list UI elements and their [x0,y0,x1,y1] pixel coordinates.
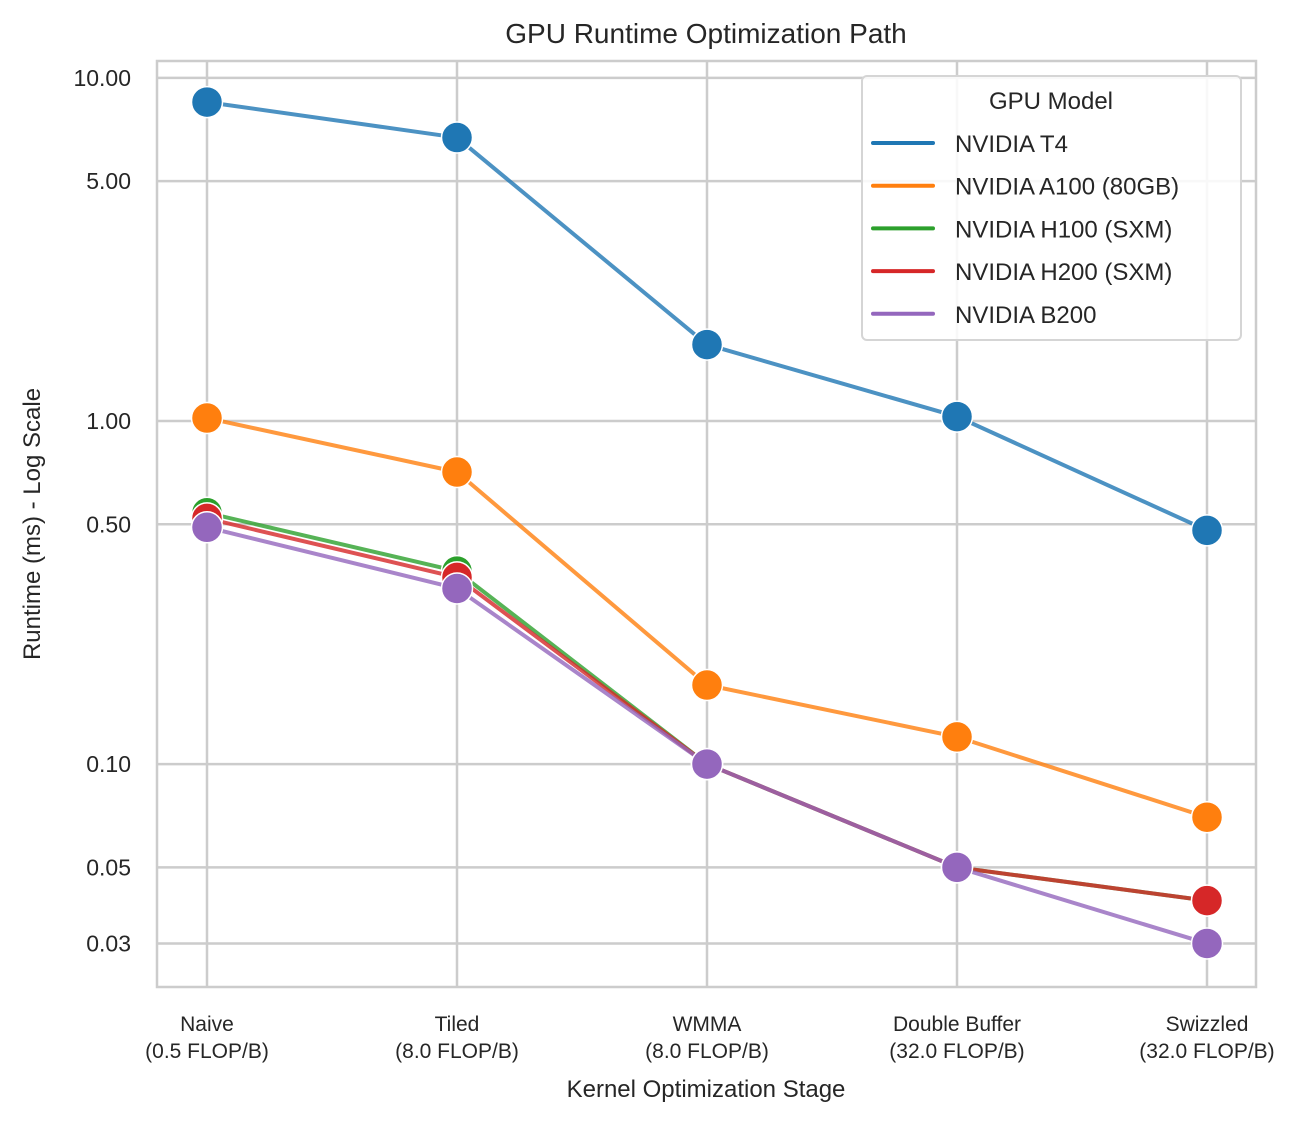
legend-label: NVIDIA A100 (80GB) [955,174,1179,201]
legend-item: NVIDIA B200 [871,302,1096,329]
x-tick-label: Double Buffer [893,1013,1021,1036]
y-tick-label: 0.03 [86,930,131,956]
y-tick-label: 0.05 [86,854,131,880]
data-point [440,121,474,154]
chart-title: GPU Runtime Optimization Path [505,18,907,49]
legend-item: NVIDIA T4 [871,131,1068,158]
data-point [1190,884,1224,917]
data-point [940,851,974,884]
legend-label: NVIDIA H200 (SXM) [955,259,1172,286]
data-point [190,511,224,544]
x-tick-detail: (8.0 FLOP/B) [395,1040,519,1063]
series-nvidia-b200 [190,511,1224,960]
series-nvidia-t4 [190,85,1224,547]
y-tick-label: 0.50 [86,511,131,537]
x-tick-label: Swizzled [1166,1013,1249,1036]
legend-item: NVIDIA A100 (80GB) [871,174,1179,201]
data-point [440,572,474,605]
data-point [1190,800,1224,834]
x-tick-detail: (32.0 FLOP/B) [1139,1040,1274,1063]
x-tick-label: WMMA [673,1013,742,1036]
data-point [1190,514,1224,547]
x-tick-detail: (8.0 FLOP/B) [645,1040,769,1063]
legend-label: NVIDIA B200 [955,302,1096,329]
x-tick-label: Naive [180,1013,234,1036]
y-tick-label: 10.00 [73,65,131,91]
y-tick-label: 1.00 [86,408,131,434]
legend-title: GPU Model [989,88,1113,115]
data-point [190,85,224,119]
data-point [190,401,224,435]
plot-frame [155,59,1258,989]
series-nvidia-a100-80gb [190,401,1224,834]
x-axis-ticks: Naive (0.5 FLOP/B) Tiled (8.0 FLOP/B) WMMA (8… [145,1013,1275,1063]
data-point [690,668,724,702]
y-axis-label: Runtime (ms) - Log Scale [19,388,46,660]
y-tick-label: 0.10 [86,751,131,777]
legend-item: NVIDIA H100 (SXM) [871,216,1172,243]
y-tick-label: 5.00 [86,168,131,194]
x-tick-label: Tiled [435,1013,480,1036]
legend-label: NVIDIA H100 (SXM) [955,216,1172,243]
x-tick-detail: (32.0 FLOP/B) [889,1040,1024,1063]
data-point [690,328,724,361]
x-tick-detail: (0.5 FLOP/B) [145,1040,269,1063]
data-point [690,747,724,781]
data-point [940,720,974,754]
legend-label: NVIDIA T4 [955,131,1068,158]
y-axis-ticks: 10.00 5.00 1.00 0.50 0.10 0.05 0.03 [73,65,131,957]
legend-box [861,75,1242,341]
legend: GPU Model NVIDIA T4 NVIDIA A100 (80GB) NVI… [861,75,1242,341]
data-point [440,455,474,489]
data-point [940,400,974,433]
data-point [1190,927,1224,960]
legend-item: NVIDIA H200 (SXM) [871,259,1172,286]
x-axis-label: Kernel Optimization Stage [567,1076,846,1103]
series-layer [190,85,1224,960]
